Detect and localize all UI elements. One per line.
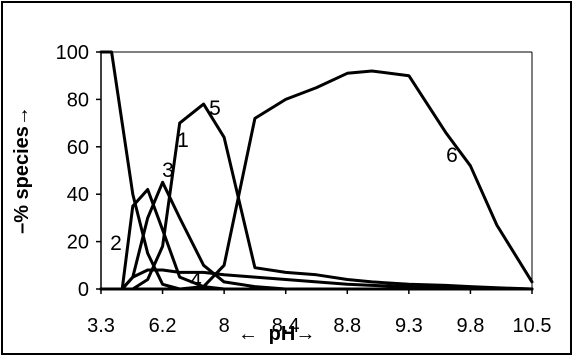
y-tick-label: 100 [56,42,89,64]
y-tick-label: 40 [67,184,89,206]
x-tick-label: 8 [219,315,230,337]
series-line-6 [99,69,534,291]
curve-label-4: 4 [190,269,202,292]
x-axis-title: pH→ [269,323,316,345]
y-tick-label: 0 [78,279,89,301]
series-line-5 [99,102,534,291]
x-tick-label: 9.3 [395,315,423,337]
y-tick-label: 60 [67,137,89,159]
curve-label-1: 1 [177,129,189,152]
series-line-4 [99,268,534,291]
curve-label-5: 5 [209,97,221,120]
x-tick-label: 8.8 [333,315,361,337]
y-ticks: 0 20 40 60 80 100 [56,42,101,301]
x-axis-title-arrow: ← [238,323,258,345]
x-tick-label: 9.8 [457,315,485,337]
curve-labels: 1 2 3 4 5 6 [110,97,458,292]
y-tick-label: 20 [67,232,89,254]
x-tick-label: 3.3 [87,315,115,337]
x-tick-label: 10.5 [513,315,552,337]
curve-label-2: 2 [110,232,122,255]
y-axis-title: –% species→ [11,106,33,234]
curve-label-6: 6 [446,144,458,167]
y-tick-label: 80 [67,89,89,111]
x-ticks: 3.3 6.2 8 8.4 8.8 9.3 9.8 10.5 [87,289,551,337]
curve-label-3: 3 [162,159,174,182]
series-lines [99,50,534,291]
x-tick-label: 8.4 [272,315,300,337]
x-tick-label: 6.2 [149,315,177,337]
